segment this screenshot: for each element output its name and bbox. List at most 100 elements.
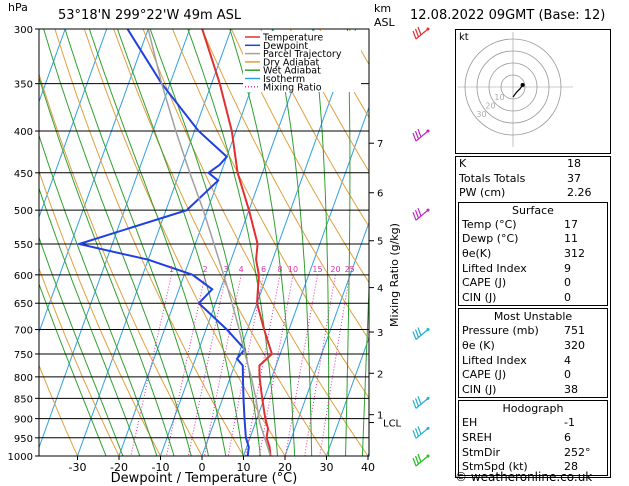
wind-barb-icon: [412, 207, 430, 221]
pressure-tick-label: 700: [14, 326, 33, 337]
row-label: Lifted Index: [462, 261, 527, 275]
pressure-tick-label: 350: [14, 80, 33, 91]
legend-entry: Temperature: [262, 33, 323, 44]
wind-barb-staff: [415, 209, 429, 221]
isotherm-line: [325, 336, 369, 456]
wind-barb-staff: [415, 130, 429, 142]
pressure-tick-label: 450: [14, 169, 33, 180]
legend-entry: Dewpoint: [263, 41, 308, 52]
wind-barb-icon: [412, 453, 430, 467]
most-unstable-title: Most Unstable: [493, 310, 573, 324]
wind-barb-flag: [417, 128, 422, 138]
row-value: -1: [564, 416, 575, 430]
wind-barb-dot: [426, 454, 430, 458]
hodograph-trace: [512, 84, 524, 98]
table-row: CAPE (J) 0: [459, 368, 607, 383]
pressure-tick-label: 950: [14, 434, 33, 445]
row-value: 11: [564, 232, 578, 246]
pressure-tick-label: 550: [14, 240, 33, 251]
row-label: θe (K): [462, 338, 495, 352]
mixing-ratio-line: [245, 274, 281, 456]
row-label: Lifted Index: [462, 353, 527, 367]
height-tick-label: 5: [377, 237, 383, 248]
wind-barb-flag: [417, 426, 422, 435]
legend-background: [243, 31, 361, 92]
wind-barb-flag: [414, 428, 420, 437]
location-label: 53°18'N 299°22'W 49m ASL: [58, 8, 242, 23]
legend-entry: Wet Adiabat: [263, 66, 321, 77]
row-value: 751: [564, 324, 585, 338]
isotherm-line: [39, 29, 149, 334]
mixing-ratio-label: 20: [330, 265, 340, 274]
hodograph-ring-label: 10: [494, 93, 504, 102]
wind-barb-icon: [412, 327, 430, 340]
mixing-ratio-line: [165, 274, 206, 456]
wind-barb-dot: [426, 396, 430, 400]
mixing-ratio-label: 1: [169, 265, 174, 274]
wet-adiabat-line: [272, 29, 313, 456]
table-row: θe (K) 320: [459, 339, 607, 354]
mixing-ratio-line: [319, 274, 351, 456]
hodograph-ring-label: 20: [485, 102, 495, 111]
mixing-ratio-label: 25: [345, 265, 355, 274]
mixing-ratio-label: 10: [288, 265, 298, 274]
row-value: 0: [564, 368, 571, 382]
x-tick-label: 40: [361, 461, 375, 474]
series-parcel-trajectory: [147, 29, 272, 456]
row-label: SREH: [462, 430, 492, 444]
most-unstable-section: Most Unstable Pressure (mb) 751 θe (K) 320 L…: [458, 308, 608, 399]
pressure-tick-label: 800: [14, 373, 33, 384]
wind-barb-staff: [415, 455, 429, 467]
wet-adiabat-line: [43, 29, 192, 456]
legend-entry: Isotherm: [263, 74, 305, 85]
mixing-ratio-line: [130, 274, 172, 456]
x-tick-label: 0: [199, 461, 206, 474]
mixing-ratio-line: [227, 274, 265, 456]
wet-adiabat-line: [117, 29, 244, 456]
mixing-ratio-label: 2: [203, 265, 208, 274]
row-label: Temp (°C): [462, 217, 517, 231]
table-row: CIN (J) 0: [459, 291, 607, 306]
isotherm-line: [39, 29, 108, 219]
mixing-ratio-label: 6: [261, 265, 266, 274]
wind-barb-flag: [412, 457, 417, 467]
x-tick-label: -30: [69, 461, 87, 474]
height-tick-label: 7: [377, 139, 383, 150]
wind-barb-flag: [412, 331, 417, 340]
table-row: StmDir 252°: [459, 446, 607, 461]
wet-adiabat-line: [64, 29, 210, 456]
wind-barb-dot: [426, 426, 430, 430]
row-value: 0: [564, 276, 571, 290]
table-row: SREH 6: [459, 431, 607, 446]
mixing-ratio-label: 15: [312, 265, 322, 274]
wet-adiabat-line: [345, 29, 351, 456]
height-unit-km: km: [374, 2, 392, 15]
isotherm-line: [0, 0, 6, 486]
height-tick-label: 2: [377, 369, 383, 380]
mixing-ratio-line: [284, 274, 318, 456]
dry-adiabat-line: [142, 29, 369, 456]
row-value: 38: [564, 382, 578, 396]
hodograph-section: Hodograph EH -1 SREH 6 StmDir 252° StmSpd (kt)…: [458, 400, 608, 476]
wind-barb-flag: [417, 453, 422, 463]
row-value: 18: [567, 157, 581, 170]
height-unit-asl: ASL: [374, 16, 395, 29]
row-label: StmDir: [462, 445, 501, 459]
wet-adiabat-line: [39, 186, 141, 456]
dry-adiabat-line: [172, 29, 369, 399]
series-dewpoint: [75, 29, 250, 456]
dry-adiabat-line: [39, 266, 120, 456]
table-row: PW (cm) 2.26: [456, 186, 610, 201]
lcl-label: LCL: [383, 419, 402, 430]
wind-barb-dot: [426, 27, 430, 31]
table-row: Totals Totals 37: [456, 172, 610, 187]
wind-barb-flag: [412, 400, 417, 409]
mixing-ratio-label: 8: [277, 265, 282, 274]
wind-barb-icon: [412, 426, 430, 439]
wind-barb-dot: [426, 208, 430, 212]
wind-barb-flag: [417, 327, 422, 336]
wind-barb-flag: [414, 455, 420, 465]
table-row: Lifted Index 4: [459, 354, 607, 369]
pressure-tick-label: 500: [14, 206, 33, 217]
row-label: CAPE (J): [462, 368, 507, 382]
